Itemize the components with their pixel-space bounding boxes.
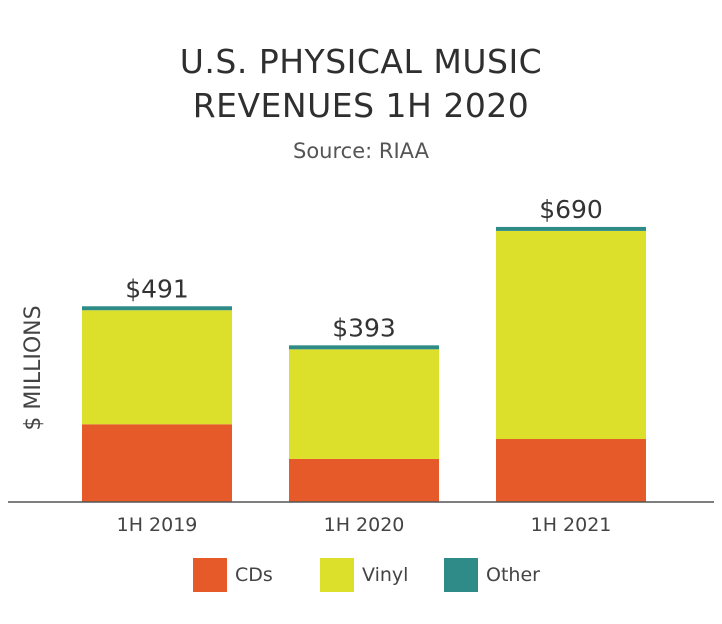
x-tick-label-1h-2019: 1H 2019 (117, 514, 198, 536)
legend-swatch-vinyl (320, 558, 354, 592)
chart-title-line-2: REVENUES 1H 2020 (192, 86, 530, 125)
legend-swatch-other (444, 558, 478, 592)
legend-label-vinyl: Vinyl (362, 564, 409, 586)
bar-vinyl-1h-2019 (82, 310, 232, 425)
legend-label-other: Other (486, 564, 540, 586)
chart-subtitle: Source: RIAA (293, 139, 429, 163)
bar-cds-1h-2020 (289, 458, 439, 502)
bar-vinyl-1h-2020 (289, 349, 439, 459)
y-axis-label: $ MILLIONS (21, 305, 46, 430)
total-label-1h-2020: $393 (332, 313, 396, 342)
bar-cds-1h-2019 (82, 424, 232, 502)
x-tick-label-1h-2020: 1H 2020 (324, 514, 405, 536)
bar-other-1h-2020 (289, 345, 439, 350)
bar-other-1h-2021 (496, 226, 646, 231)
legend: CDs Vinyl Other (0, 558, 722, 594)
chart-title-line-1: U.S. PHYSICAL MUSIC (179, 42, 543, 81)
legend-label-cds: CDs (235, 564, 273, 586)
bar-vinyl-1h-2021 (496, 230, 646, 440)
legend-item-vinyl: Vinyl (320, 558, 408, 592)
legend-swatch-cds (193, 558, 227, 592)
bar-cds-1h-2021 (496, 439, 646, 502)
bar-other-1h-2019 (82, 306, 232, 311)
legend-item-cds: CDs (193, 558, 273, 592)
legend-item-other: Other (444, 558, 540, 592)
total-label-1h-2019: $491 (125, 274, 189, 303)
total-label-1h-2021: $690 (539, 195, 603, 224)
x-tick-label-1h-2021: 1H 2021 (531, 514, 612, 536)
